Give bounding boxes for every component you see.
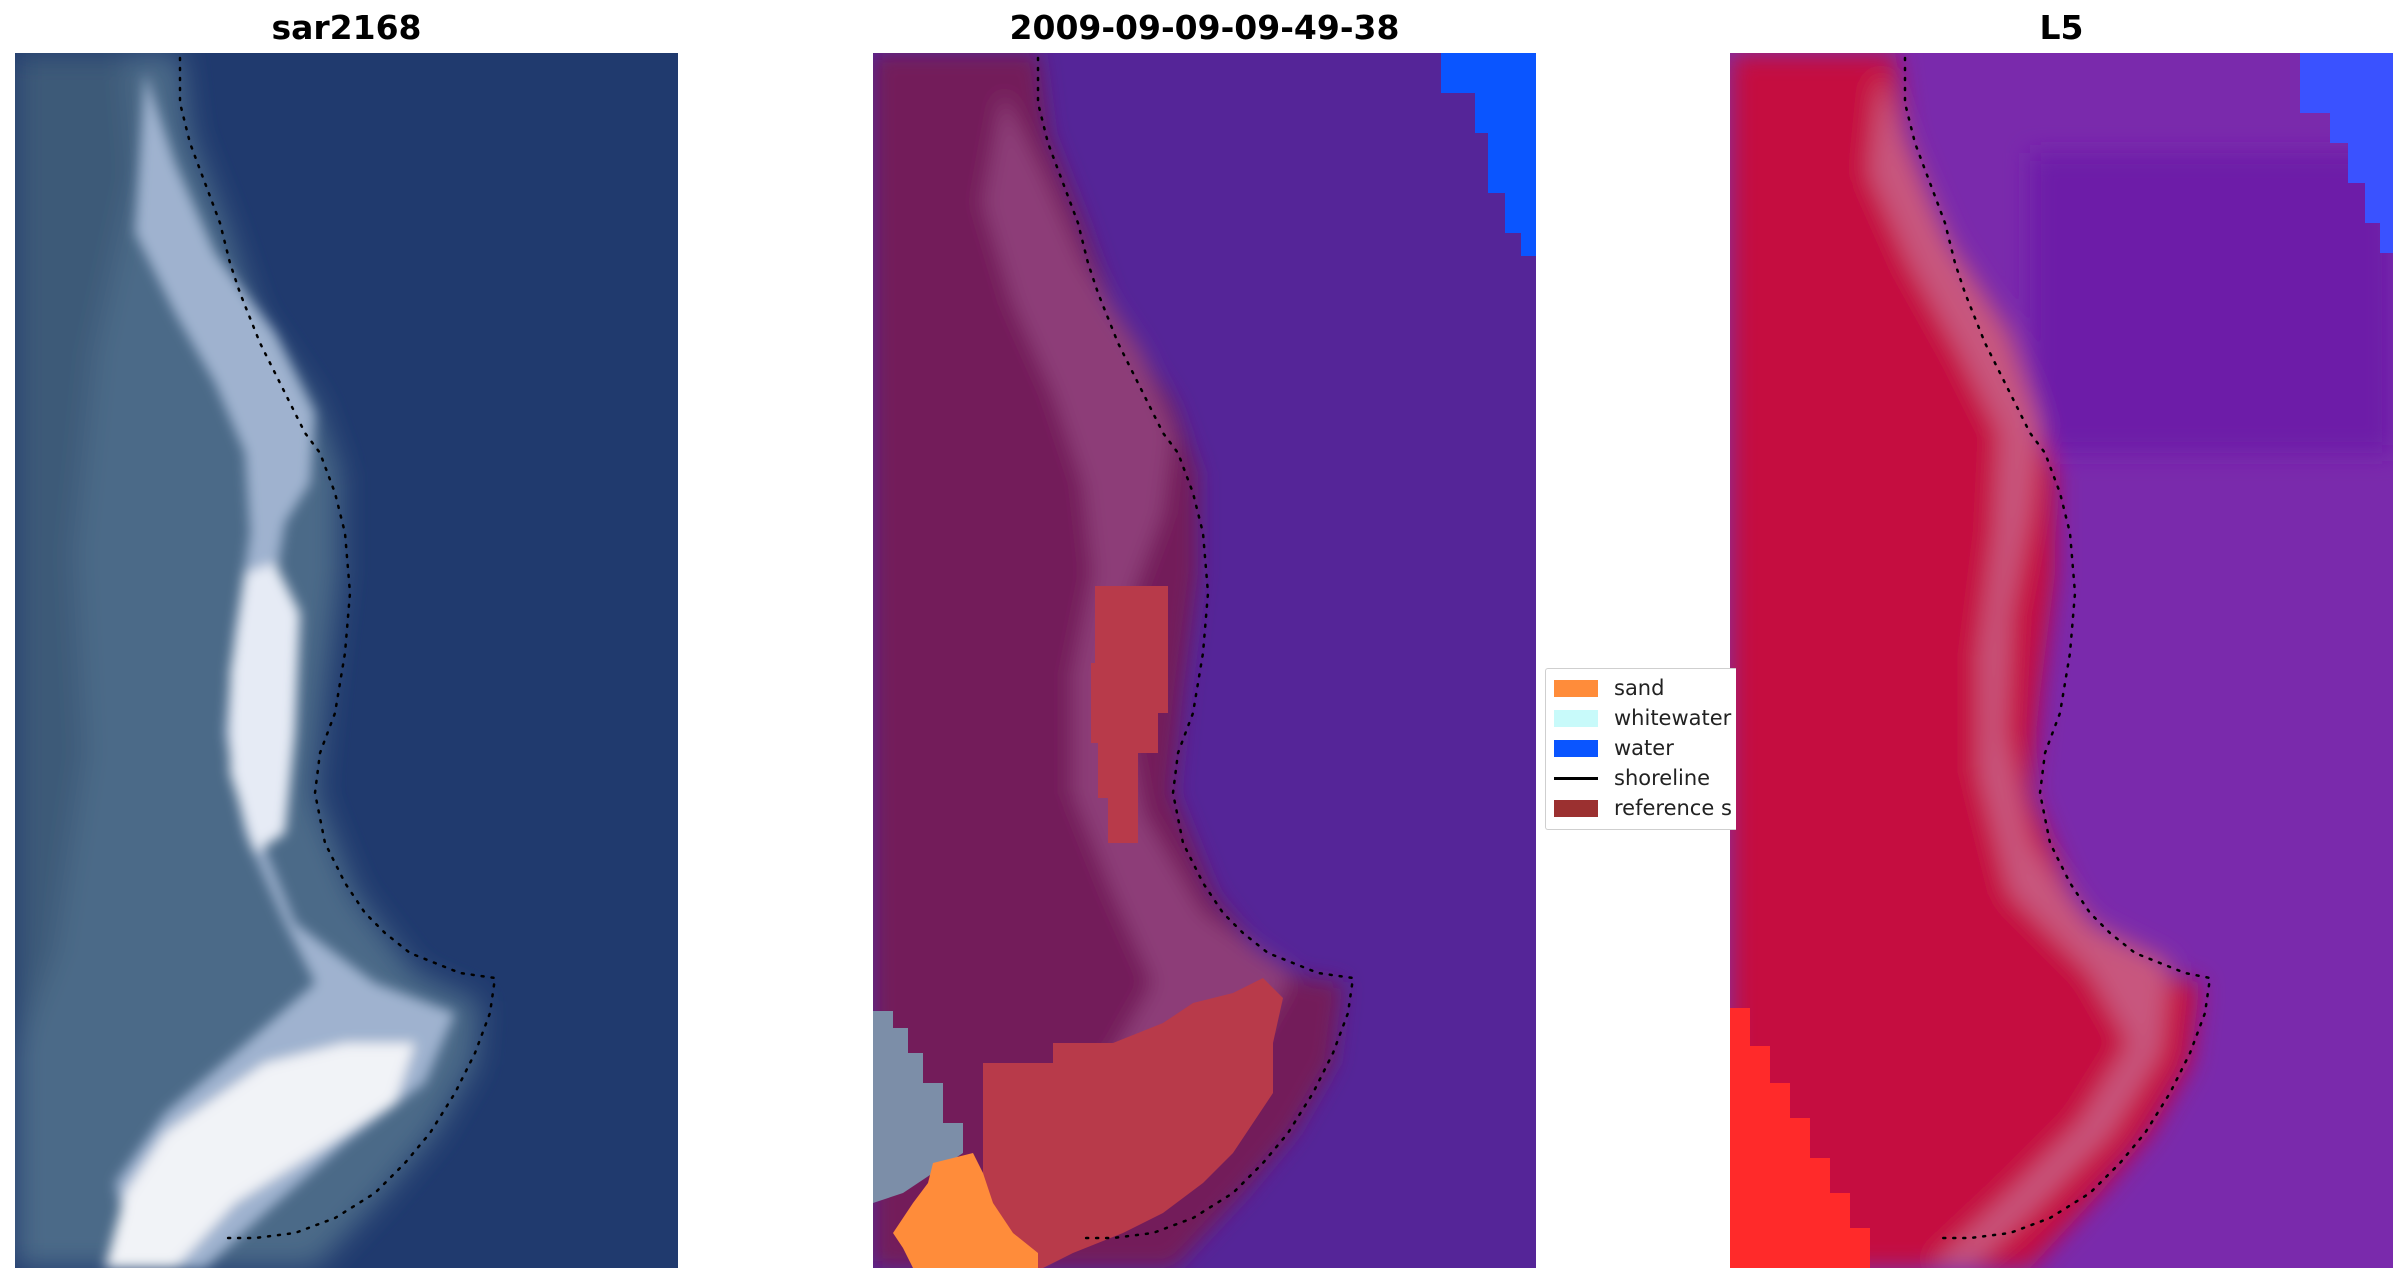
- water-class-region: [1441, 53, 1536, 256]
- panel-title-classified: 2009-09-09-09-49-38: [1009, 8, 1400, 47]
- index-image: [1730, 53, 2393, 1268]
- legend-label-reference: reference s: [1614, 796, 1732, 820]
- legend-swatch-reference: [1554, 799, 1598, 817]
- classified-image: [873, 53, 1536, 1268]
- legend-item-shoreline: shoreline: [1554, 763, 1710, 793]
- shoreline-classified: [1036, 56, 1355, 1240]
- legend-label-whitewater: whitewater: [1614, 706, 1732, 730]
- legend-item-water: water: [1554, 733, 1674, 763]
- classified-image-panel: [873, 53, 1536, 1268]
- legend-swatch-shoreline: [1554, 776, 1598, 780]
- legend-label-sand: sand: [1614, 676, 1665, 700]
- rgb-image: [15, 53, 678, 1268]
- shoreline-index: [1903, 56, 2212, 1240]
- legend-item-reference: reference s: [1554, 793, 1732, 823]
- panel-title-index: L5: [2039, 8, 2084, 47]
- index-image-panel: [1730, 53, 2393, 1268]
- reference-sand-region-upper: [1091, 586, 1168, 843]
- legend-swatch-sand: [1554, 679, 1598, 697]
- panel-title-rgb: sar2168: [271, 8, 422, 47]
- legend-item-sand: sand: [1554, 673, 1664, 703]
- sand-class-region: [893, 1153, 1038, 1268]
- rgb-image-panel: [15, 53, 678, 1268]
- gray-land-region: [873, 1011, 963, 1203]
- reference-sand-region-lower: [978, 978, 1283, 1268]
- legend: sand whitewater water shoreline referenc…: [1545, 668, 1736, 830]
- legend-swatch-whitewater: [1554, 709, 1598, 727]
- legend-swatch-water: [1554, 739, 1598, 757]
- legend-label-water: water: [1614, 736, 1674, 760]
- index-red-region: [1730, 1008, 1870, 1268]
- index-blue-region: [2300, 53, 2393, 253]
- legend-item-whitewater: whitewater: [1554, 703, 1731, 733]
- shoreline-rgb: [178, 56, 497, 1240]
- legend-label-shoreline: shoreline: [1614, 766, 1711, 790]
